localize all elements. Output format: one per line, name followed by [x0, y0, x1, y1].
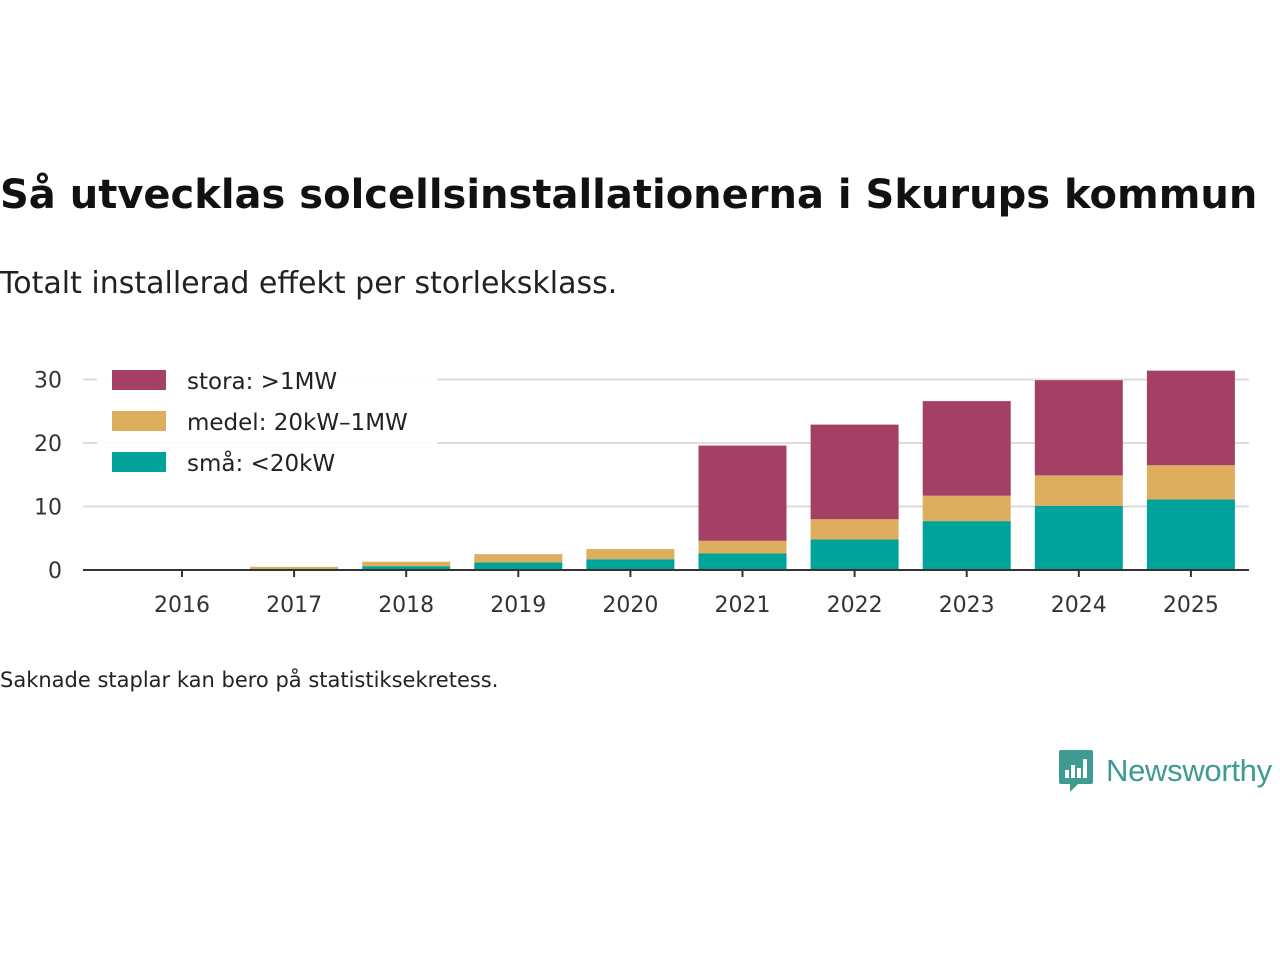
chart-title: Så utvecklas solcellsinstallationerna i …: [0, 172, 1258, 218]
legend-swatch: [112, 411, 166, 431]
bar-segment: [586, 549, 675, 560]
bar-segment: [1146, 499, 1235, 570]
x-axis: 2016 2017 2018 2019 2020 2021 2022 2023 2024 2025: [154, 570, 1219, 618]
y-tick-label: 30: [34, 369, 62, 394]
brand-name: Newsworthy: [1106, 753, 1272, 788]
x-tick-label: 2025: [1163, 593, 1219, 618]
bar-segment: [362, 566, 451, 570]
legend-label: stora: >1MW: [187, 369, 337, 395]
legend-label: små: <20kW: [187, 449, 335, 477]
bar-segment: [1034, 475, 1123, 506]
bar-segment: [922, 401, 1011, 496]
bar-segment: [474, 554, 563, 563]
legend: stora: >1MW medel: 20kW–1MW små: <20kW: [97, 362, 437, 486]
bar-segment: [250, 566, 339, 569]
legend-label: medel: 20kW–1MW: [187, 410, 408, 436]
x-tick-label: 2017: [266, 593, 322, 618]
x-tick-label: 2019: [490, 593, 546, 618]
x-tick-label: 2020: [602, 593, 658, 618]
y-tick-label: 20: [34, 432, 62, 457]
bar-segment: [810, 424, 899, 520]
x-tick-label: 2022: [827, 593, 883, 618]
bar-segment: [1146, 370, 1235, 466]
x-tick-label: 2018: [378, 593, 434, 618]
x-tick-label: 2024: [1051, 593, 1107, 618]
legend-swatch: [112, 452, 166, 472]
bar-segment: [1146, 465, 1235, 500]
bar-segment: [698, 445, 787, 541]
chart-subtitle: Totalt installerad effekt per storlekskl…: [0, 266, 618, 301]
newsworthy-logo-icon: [1059, 750, 1093, 792]
stacked-bar-chart: 0 10 20 30 2016 2017 2018 2019 2020 2021 2022 2023…: [34, 362, 1249, 618]
bar-segment: [810, 539, 899, 570]
x-tick-label: 2016: [154, 593, 210, 618]
x-tick-label: 2023: [939, 593, 995, 618]
bar-segment: [586, 559, 675, 570]
y-tick-label: 0: [48, 559, 62, 584]
bar-segment: [362, 561, 451, 567]
bar-segment: [1034, 380, 1123, 476]
bar-segment: [922, 521, 1011, 570]
bar-segment: [698, 540, 787, 554]
bar-segment: [474, 562, 563, 570]
legend-swatch: [112, 370, 166, 390]
bars: [138, 370, 1235, 570]
bar-segment: [810, 519, 899, 540]
bar-segment: [698, 553, 787, 570]
y-tick-label: 10: [34, 496, 62, 521]
bar-segment: [1034, 505, 1123, 570]
x-tick-label: 2021: [715, 593, 771, 618]
bar-segment: [922, 495, 1011, 522]
footnote: Saknade staplar kan bero på statistiksek…: [0, 668, 499, 692]
y-axis: 0 10 20 30: [34, 369, 62, 584]
brand-logo: Newsworthy: [1058, 748, 1272, 794]
